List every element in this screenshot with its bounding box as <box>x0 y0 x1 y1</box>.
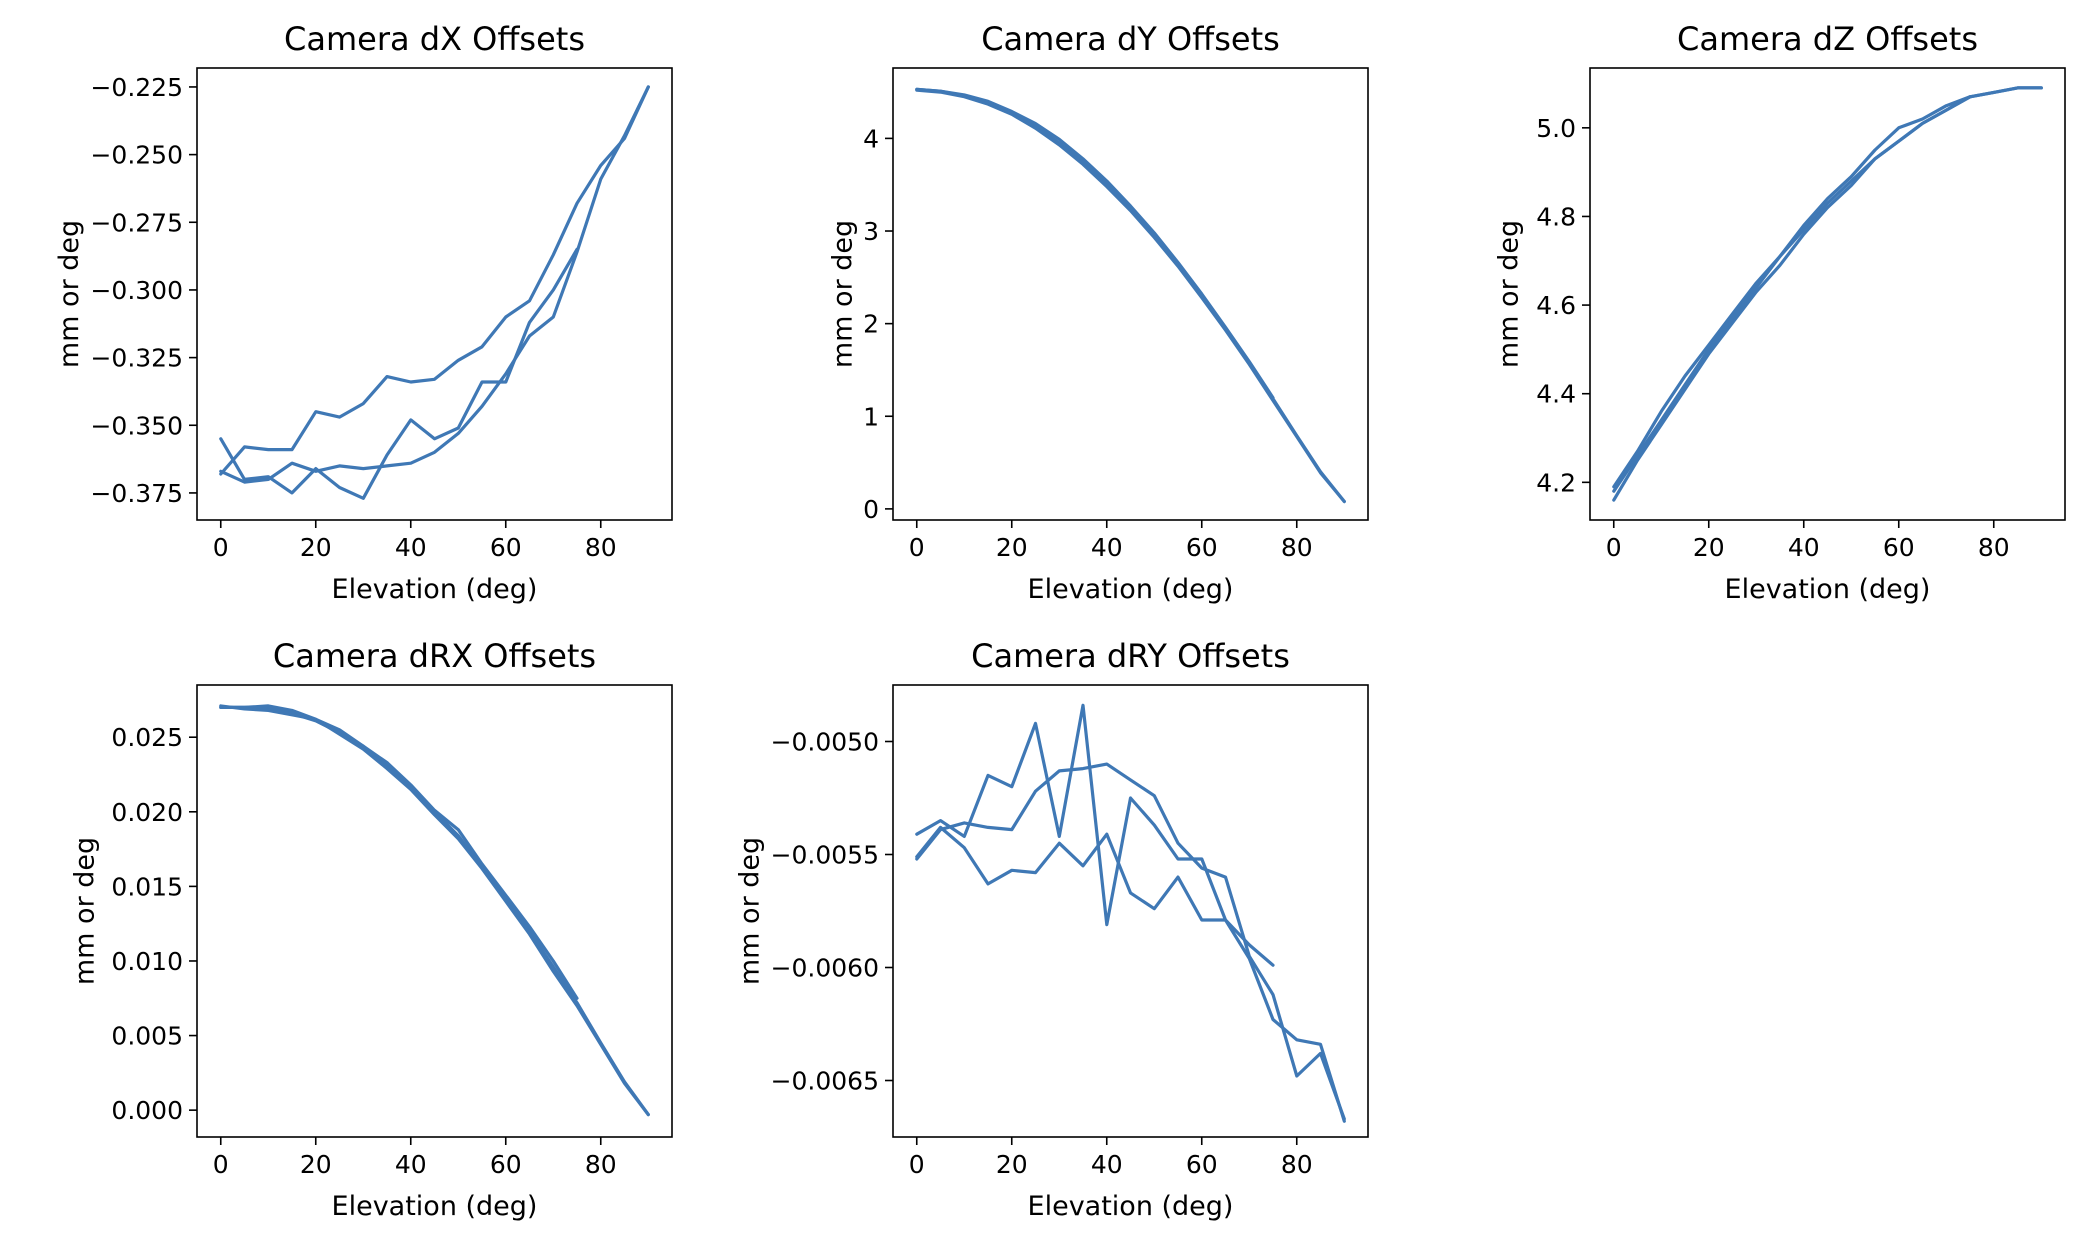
x-tick-label: 80 <box>585 533 617 562</box>
x-axis-label: Elevation (deg) <box>332 1191 538 1222</box>
y-tick-label: 0.005 <box>111 1022 183 1051</box>
y-tick-label: −0.0060 <box>771 954 879 983</box>
y-axis-label: mm or deg <box>54 220 85 368</box>
chart-title: Camera dZ Offsets <box>1677 20 1978 58</box>
chart-4: 0 20 40 60 80 −0.0050 −0.0055 −0.0060 −0.0065 Cam… <box>735 637 1369 1222</box>
series-line-2 <box>915 87 1275 400</box>
series-line-2 <box>219 247 579 500</box>
series-line-1 <box>219 85 650 476</box>
y-tick-label: 0.015 <box>111 872 183 901</box>
chart-0: 0 20 40 60 80 −0.375 −0.350 −0.325 −0.300 −0.275 −… <box>54 20 673 605</box>
y-tick-label: −0.0065 <box>771 1067 879 1096</box>
series-line-3 <box>1612 86 2043 493</box>
y-tick-label: −0.275 <box>90 208 183 237</box>
y-tick-label: 4.2 <box>1536 468 1576 497</box>
chart-title: Camera dRY Offsets <box>971 637 1290 675</box>
series-line-3 <box>915 88 1346 504</box>
axes-frame <box>892 684 1369 1138</box>
y-tick-label: −0.250 <box>90 141 183 170</box>
axes-frame <box>196 684 673 1138</box>
x-tick-label: 20 <box>300 1150 332 1179</box>
x-tick-label: 0 <box>213 533 229 562</box>
series-line-2 <box>219 704 579 1000</box>
y-tick-label: 0.000 <box>111 1096 183 1125</box>
y-tick-label: −0.325 <box>90 344 183 373</box>
x-tick-label: 60 <box>1186 533 1218 562</box>
series-line-1 <box>915 87 1346 504</box>
series-line-2 <box>915 703 1275 967</box>
y-tick-label: −0.300 <box>90 276 183 305</box>
x-tick-label: 60 <box>1883 533 1915 562</box>
series-line-3 <box>915 825 1346 1123</box>
chart-title: Camera dY Offsets <box>981 20 1280 58</box>
x-tick-label: 40 <box>1091 1150 1123 1179</box>
x-tick-label: 0 <box>909 1150 925 1179</box>
axes-frame <box>196 67 673 521</box>
x-tick-label: 40 <box>1788 533 1820 562</box>
y-axis-label: mm or deg <box>828 220 859 368</box>
y-tick-label: 1 <box>863 402 879 431</box>
chart-2: 0 20 40 60 80 4.2 4.4 4.6 4.8 5.0 Camera dZ Offset… <box>1494 20 2066 605</box>
y-axis-label: mm or deg <box>1494 220 1525 368</box>
series-line-1 <box>915 762 1346 1121</box>
y-tick-label: 2 <box>863 310 879 339</box>
y-tick-label: 4 <box>863 124 879 153</box>
x-tick-label: 20 <box>996 1150 1028 1179</box>
x-tick-label: 40 <box>395 1150 427 1179</box>
x-tick-label: 20 <box>300 533 332 562</box>
x-tick-label: 20 <box>996 533 1028 562</box>
y-tick-label: 4.4 <box>1536 380 1576 409</box>
x-tick-label: 40 <box>1091 533 1123 562</box>
x-axis-label: Elevation (deg) <box>1028 1191 1234 1222</box>
y-tick-label: 5.0 <box>1536 114 1576 143</box>
x-tick-label: 80 <box>585 1150 617 1179</box>
y-tick-label: −0.0055 <box>771 841 879 870</box>
y-tick-label: −0.375 <box>90 479 183 508</box>
x-tick-label: 20 <box>1693 533 1725 562</box>
y-tick-label: −0.225 <box>90 73 183 102</box>
y-tick-label: 4.6 <box>1536 291 1576 320</box>
y-tick-label: 0.025 <box>111 723 183 752</box>
y-tick-label: 4.8 <box>1536 202 1576 231</box>
y-tick-label: −0.350 <box>90 411 183 440</box>
x-tick-label: 60 <box>490 1150 522 1179</box>
x-tick-label: 80 <box>1281 1150 1313 1179</box>
x-axis-label: Elevation (deg) <box>1725 574 1931 605</box>
x-axis-label: Elevation (deg) <box>1028 574 1234 605</box>
y-axis-label: mm or deg <box>735 837 766 985</box>
axes-frame <box>892 67 1369 521</box>
x-tick-label: 0 <box>213 1150 229 1179</box>
x-axis-label: Elevation (deg) <box>332 574 538 605</box>
x-tick-label: 80 <box>1281 533 1313 562</box>
x-tick-label: 60 <box>1186 1150 1218 1179</box>
series-line-3 <box>219 85 650 484</box>
y-tick-label: −0.0050 <box>771 728 879 757</box>
chart-title: Camera dRX Offsets <box>273 637 596 675</box>
x-tick-label: 0 <box>909 533 925 562</box>
axes-frame <box>1589 67 2066 521</box>
chart-3: 0 20 40 60 80 0.000 0.005 0.010 0.015 0.020 0.025 C… <box>70 637 673 1222</box>
chart-title: Camera dX Offsets <box>284 20 585 58</box>
series-line-1 <box>219 705 650 1117</box>
chart-1: 0 20 40 60 80 0 1 2 3 4 Camera dY Offsets Elevation… <box>828 20 1369 605</box>
series-line-1 <box>1612 86 2043 489</box>
y-tick-label: 0.010 <box>111 947 183 976</box>
y-tick-label: 3 <box>863 217 879 246</box>
y-tick-label: 0.020 <box>111 798 183 827</box>
x-tick-label: 80 <box>1978 533 2010 562</box>
x-tick-label: 0 <box>1606 533 1622 562</box>
y-axis-label: mm or deg <box>70 837 101 985</box>
x-tick-label: 40 <box>395 533 427 562</box>
y-tick-label: 0 <box>863 495 879 524</box>
series-line-2 <box>1612 95 1972 502</box>
x-tick-label: 60 <box>490 533 522 562</box>
series-line-3 <box>219 704 650 1117</box>
